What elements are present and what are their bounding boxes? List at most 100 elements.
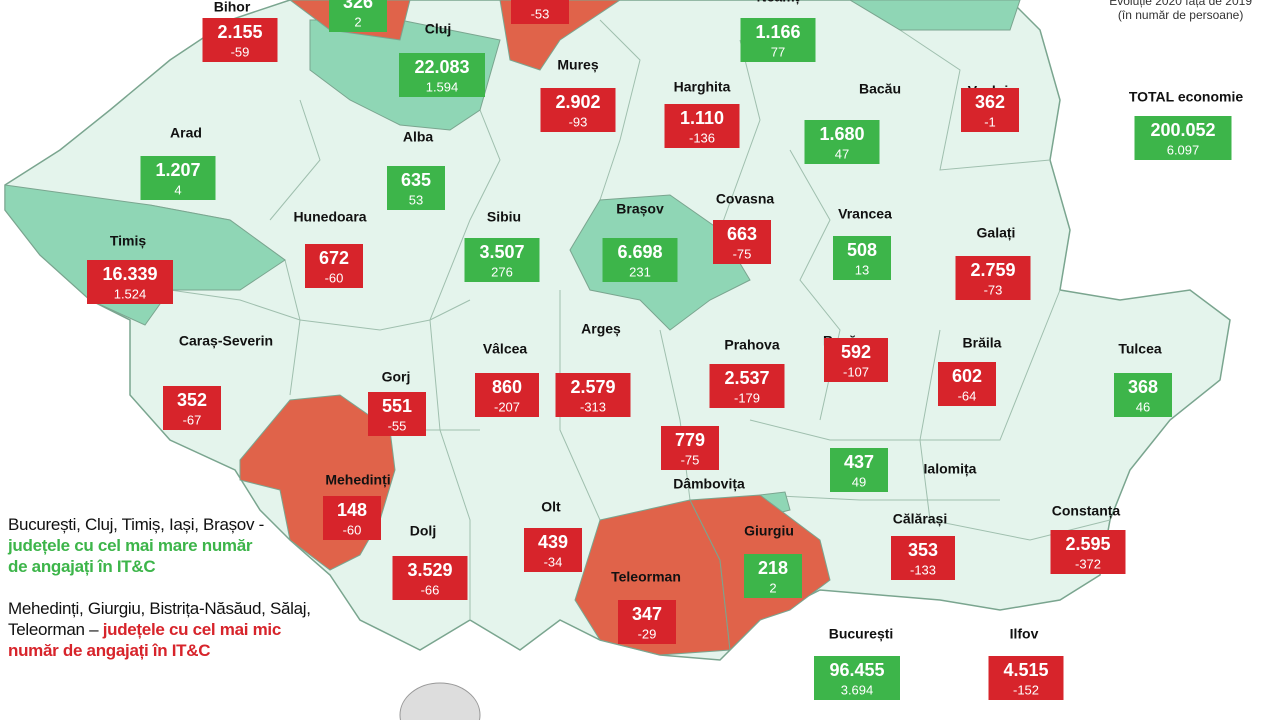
badge [475,373,539,417]
county-change: 53 [409,192,423,207]
badge [713,220,771,264]
county-change: -1 [984,114,996,129]
county-name: Prahova [724,337,779,353]
county-change: 46 [1136,399,1150,414]
badge [399,53,485,97]
header-line: Evoluție 2020 față de 2019 [1109,0,1252,8]
legend-text: Mehedinți, Giurgiu, Bistrița-Năsăud, Săl… [8,599,311,618]
county-change: 1.524 [114,286,147,301]
county-value: 860 [492,377,522,397]
county-name: Tulcea [1118,341,1162,357]
county-value: 22.083 [414,57,469,77]
county-value: 2.579 [570,377,615,397]
county-name: Hunedoara [293,209,366,225]
badge [511,0,569,24]
county-name: Giurgiu [744,523,794,539]
county-change: 1.594 [426,79,459,94]
county-change: -136 [689,130,715,145]
county-change: -55 [388,418,407,433]
badge [540,88,616,132]
county-change: -60 [325,270,344,285]
county-change: -372 [1075,556,1101,571]
county-change: 13 [855,262,869,277]
county-name: Bihor [214,0,251,15]
badge [618,600,676,644]
badge [1114,373,1172,417]
county-change: -73 [984,282,1003,297]
county-change: 2 [354,14,361,29]
county-name: Brașov [616,201,664,217]
county-change: -60 [343,522,362,537]
county-name: Neamț [757,0,800,5]
county-name: Dolj [410,523,436,539]
county-change: -75 [681,452,700,467]
badge [163,386,221,430]
county-value: 326 [343,0,373,12]
legend-top: București, Cluj, Timiș, Iași, Brașov - j… [8,514,338,577]
county-change: 4 [174,182,181,197]
county-value: 437 [844,452,874,472]
legend-highlight: județele cu cel mai mare număr [8,536,253,555]
county-value: 3.507 [479,242,524,262]
county-value: 672 [319,248,349,268]
county-change: -66 [421,582,440,597]
legend-text: București, Cluj, Timiș, Iași, Brașov - [8,515,264,534]
county-name: Olt [541,499,561,515]
county-value: 1.110 [680,108,724,128]
county-name: Dâmbovița [673,476,745,492]
county-value: 3.529 [407,560,452,580]
county-change: 2 [769,580,776,595]
county-change: -207 [494,399,520,414]
county-value: 16.339 [102,264,157,284]
county-change: -29 [638,626,657,641]
county-name: Teleorman [611,569,681,585]
badge [140,156,216,200]
county-change: 77 [771,44,785,59]
county-name: Harghita [674,79,731,95]
legend-bottom: Mehedinți, Giurgiu, Bistrița-Năsăud, Săl… [8,598,338,661]
county-change: -67 [183,412,202,427]
county-value: 439 [538,532,568,552]
county-borders [149,19,1111,620]
badge [323,496,381,540]
county-value: 1.207 [155,160,200,180]
county-change: 3.694 [841,682,874,697]
county-value: 508 [847,240,877,260]
badge [602,238,678,282]
county-change: 231 [629,264,651,279]
county-name: Covasna [716,191,775,207]
county-name: Argeș [581,321,621,337]
county-value: 2.155 [217,22,262,42]
county-value: 362 [975,92,1005,112]
county-value: 352 [177,390,207,410]
county-value: 551 [382,396,412,416]
county-value: 218 [758,558,788,578]
badge [744,554,802,598]
county-value: 4.515 [1003,660,1048,680]
badge [833,236,891,280]
county-value: 368 [1128,377,1158,397]
county-name: Alba [403,129,434,145]
county-value: 2.759 [970,260,1015,280]
badge [814,656,900,700]
badge [368,392,426,436]
county-name: Bacău [859,81,901,97]
badge [555,373,631,417]
county-change: -64 [958,388,977,403]
county-value: 2.537 [724,368,769,388]
county-change: -75 [733,246,752,261]
badge [524,528,582,572]
badge [824,338,888,382]
badge [661,426,719,470]
badge [329,0,387,32]
badge [464,238,540,282]
badge [988,656,1064,700]
badge [955,256,1031,300]
county-change: 47 [835,146,849,161]
badge [830,448,888,492]
county-change: -152 [1013,682,1039,697]
county-value: 592 [841,342,871,362]
county-change: -107 [843,364,869,379]
